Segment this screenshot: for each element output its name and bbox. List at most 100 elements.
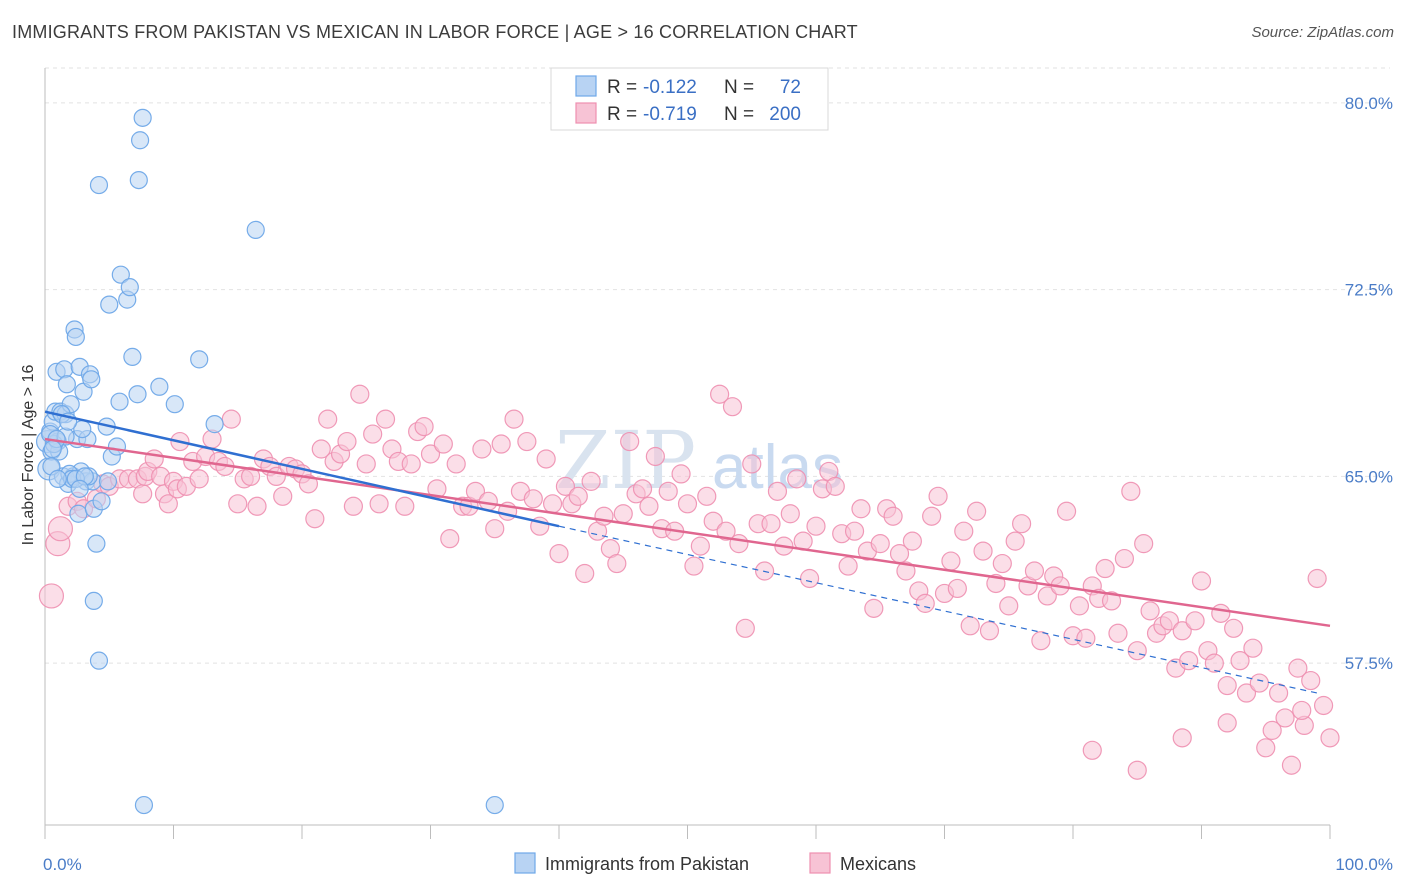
point-mexicans <box>485 519 505 539</box>
legend-swatch-blue <box>575 75 597 97</box>
point-mexicans <box>799 568 820 589</box>
point-mexicans <box>305 509 325 529</box>
series-pakistan <box>35 108 504 815</box>
point-mexicans <box>1031 631 1051 651</box>
point-mexicans <box>228 494 248 514</box>
legend-r-value-2: -0.719 <box>643 104 697 125</box>
point-mexicans <box>536 449 556 469</box>
point-mexicans <box>47 516 74 542</box>
point-pakistan <box>165 395 184 414</box>
bottom-legend-pakistan: Immigrants from Pakistan <box>545 854 749 874</box>
legend-r-label-1: R = <box>607 77 637 98</box>
point-pakistan <box>48 469 67 488</box>
point-mexicans <box>1211 603 1231 623</box>
point-pakistan <box>69 504 88 523</box>
point-mexicans <box>1185 611 1205 631</box>
tick-labels: 57.5% 65.0% 72.5% 80.0% 0.0% 100.0% <box>43 94 1393 874</box>
point-mexicans <box>337 431 357 452</box>
point-mexicans <box>221 409 241 429</box>
point-mexicans <box>504 409 524 429</box>
point-mexicans <box>465 481 486 501</box>
point-mexicans <box>350 384 370 404</box>
point-mexicans <box>1320 728 1340 748</box>
point-mexicans <box>369 494 389 514</box>
point-pakistan <box>110 392 129 411</box>
point-mexicans <box>343 496 363 516</box>
point-mexicans <box>1281 755 1302 775</box>
legend-n-label-2: N = <box>724 104 754 125</box>
point-mexicans <box>549 543 569 564</box>
point-pakistan <box>123 347 142 366</box>
point-mexicans <box>671 464 691 484</box>
point-mexicans <box>523 489 543 509</box>
point-mexicans <box>761 514 781 534</box>
point-pakistan <box>129 170 148 190</box>
point-mexicans <box>1275 708 1295 728</box>
point-mexicans <box>697 486 717 506</box>
point-mexicans <box>735 618 755 638</box>
point-pakistan <box>66 327 85 347</box>
point-mexicans <box>1256 738 1276 758</box>
point-pakistan <box>70 479 89 498</box>
point-mexicans <box>1127 760 1147 780</box>
legend-n-value-2: 200 <box>769 104 801 125</box>
point-pakistan <box>205 415 224 434</box>
point-pakistan <box>485 795 504 815</box>
point-pakistan <box>92 492 111 511</box>
point-mexicans <box>414 417 434 437</box>
bottom-legend-swatch-pink <box>809 852 831 874</box>
point-mexicans <box>883 506 903 526</box>
point-pakistan <box>84 591 103 611</box>
point-mexicans <box>710 384 730 404</box>
point-mexicans <box>954 521 974 541</box>
point-mexicans <box>1313 695 1334 716</box>
point-mexicans <box>902 531 922 551</box>
point-mexicans <box>356 454 376 474</box>
trend-lines <box>44 410 1331 694</box>
point-pakistan <box>130 131 150 150</box>
point-mexicans <box>992 553 1012 574</box>
x-tick-label: 100.0% <box>1335 855 1393 874</box>
point-mexicans <box>298 474 319 494</box>
point-mexicans <box>1307 568 1327 589</box>
point-pakistan <box>133 108 152 127</box>
y-tick-label: 80.0% <box>1345 94 1393 113</box>
point-pakistan <box>190 350 209 369</box>
point-mexicans <box>517 431 537 452</box>
point-mexicans <box>1121 481 1141 501</box>
point-mexicans <box>433 434 453 454</box>
point-mexicans <box>1204 653 1224 673</box>
trend-line-mexicans <box>44 437 1331 628</box>
point-mexicans <box>684 556 704 576</box>
point-mexicans <box>440 529 460 549</box>
point-mexicans <box>241 466 261 486</box>
point-mexicans <box>780 504 800 524</box>
point-mexicans <box>941 551 961 571</box>
legend-box: R = -0.122 N = 72 R = -0.719 N = 200 <box>550 67 829 131</box>
point-mexicans <box>1095 558 1115 579</box>
point-mexicans <box>1292 700 1312 721</box>
point-mexicans <box>787 469 807 489</box>
point-mexicans <box>1243 638 1263 658</box>
point-pakistan <box>87 534 106 553</box>
point-mexicans <box>133 484 153 504</box>
point-pakistan <box>246 220 265 239</box>
point-mexicans <box>1217 713 1237 733</box>
point-mexicans <box>896 561 916 581</box>
trend-line-pakistan <box>44 410 560 528</box>
trend-line-pakistan-extension <box>558 525 1318 694</box>
point-mexicans <box>716 521 736 541</box>
point-pakistan <box>82 370 101 389</box>
point-pakistan <box>120 278 139 297</box>
point-mexicans <box>446 454 466 474</box>
point-mexicans <box>729 534 749 554</box>
point-mexicans <box>864 598 884 618</box>
point-mexicans <box>144 449 164 469</box>
point-pakistan <box>43 439 62 459</box>
point-mexicans <box>568 486 588 506</box>
point-mexicans <box>825 476 845 496</box>
point-mexicans <box>645 446 665 467</box>
point-mexicans <box>478 491 498 511</box>
y-axis-label: In Labor Force | Age > 16 <box>20 365 37 546</box>
point-mexicans <box>915 593 935 613</box>
